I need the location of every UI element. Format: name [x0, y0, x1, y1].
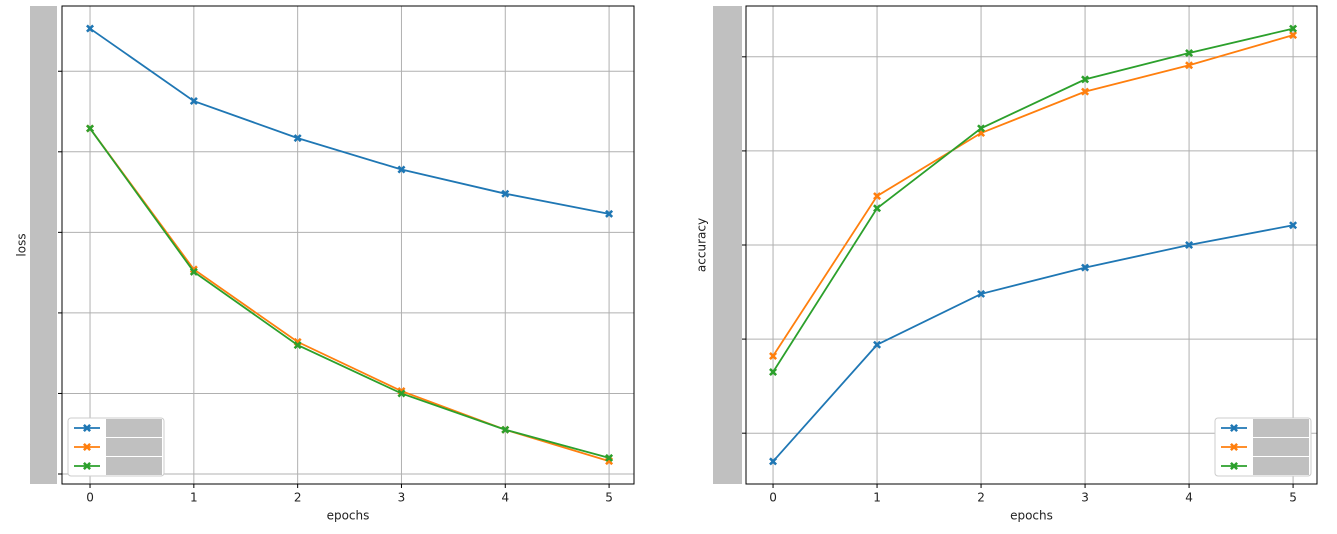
x-tick-label: 0: [769, 491, 777, 505]
series-line: [772, 34, 1294, 357]
data-point: [1081, 87, 1090, 96]
x-tick-label: 3: [398, 491, 406, 505]
data-point: [873, 340, 882, 349]
data-point: [1289, 221, 1298, 230]
x-tick-label: 1: [873, 491, 881, 505]
data-point: [1081, 263, 1090, 272]
data-point: [1185, 241, 1194, 249]
x-axis-label: epochs: [1010, 509, 1053, 523]
redacted-yticks: [713, 6, 742, 484]
data-point: [397, 165, 406, 174]
data-point: [873, 204, 882, 213]
y-axis-label: loss: [15, 233, 29, 256]
x-tick-label: 0: [86, 491, 94, 505]
data-point: [1289, 31, 1298, 40]
redacted-legend-label: [1253, 457, 1309, 475]
x-tick-label: 5: [1289, 491, 1297, 505]
data-point: [1185, 61, 1194, 70]
redacted-yticks: [30, 6, 57, 484]
plot-frame: [61, 5, 635, 485]
x-axis-label: epochs: [327, 509, 370, 523]
redacted-legend-label: [106, 419, 162, 437]
y-axis-label: accuracy: [695, 218, 709, 272]
series-line: [89, 27, 610, 215]
data-point: [605, 453, 614, 462]
series-line: [89, 127, 610, 462]
legend-marker: [1230, 424, 1238, 432]
redacted-legend-label: [1253, 438, 1309, 456]
data-point: [397, 389, 406, 398]
series-line: [89, 127, 610, 459]
plot-frame: [745, 5, 1318, 485]
legend-marker: [83, 424, 91, 432]
x-tick-label: 4: [501, 491, 509, 505]
legend-marker: [1230, 443, 1238, 451]
legend-marker: [83, 462, 91, 470]
redacted-legend-label: [106, 438, 162, 456]
series-line: [772, 224, 1294, 463]
data-point: [501, 425, 510, 434]
data-point: [605, 209, 614, 218]
x-tick-label: 2: [294, 491, 302, 505]
x-tick-label: 5: [605, 491, 613, 505]
redacted-legend-label: [106, 457, 162, 475]
data-point: [86, 124, 95, 133]
data-point: [1081, 75, 1090, 84]
data-point: [769, 457, 778, 466]
data-point: [769, 368, 778, 377]
data-point: [977, 289, 986, 298]
legend-marker: [83, 443, 91, 451]
data-point: [873, 192, 882, 201]
series-line: [772, 27, 1294, 373]
x-tick-label: 3: [1081, 491, 1089, 505]
redacted-legend-label: [1253, 419, 1309, 437]
x-tick-label: 2: [977, 491, 985, 505]
data-point: [293, 341, 302, 350]
legend-marker: [1230, 462, 1238, 470]
data-point: [293, 134, 302, 143]
data-point: [189, 97, 198, 106]
x-tick-label: 1: [190, 491, 198, 505]
data-point: [1185, 49, 1194, 58]
x-tick-label: 4: [1185, 491, 1193, 505]
data-point: [769, 352, 778, 361]
data-point: [977, 124, 986, 133]
data-point: [501, 189, 510, 198]
data-point: [1289, 24, 1298, 33]
data-point: [86, 24, 95, 33]
data-point: [189, 267, 198, 276]
